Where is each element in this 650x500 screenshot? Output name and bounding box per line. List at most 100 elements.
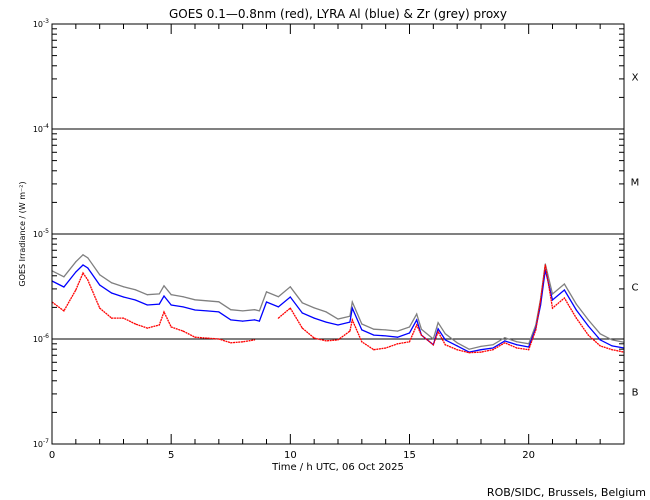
data-point xyxy=(563,283,566,285)
flare-class-label: C xyxy=(632,283,639,294)
data-point xyxy=(416,313,418,315)
data-point xyxy=(163,295,165,297)
data-point xyxy=(599,345,601,347)
data-point xyxy=(194,299,196,301)
data-point xyxy=(253,339,256,341)
data-point xyxy=(432,338,434,340)
data-point xyxy=(337,318,339,320)
data-point xyxy=(325,321,327,323)
data-point xyxy=(480,349,482,351)
data-point xyxy=(218,311,220,313)
y-tick-label: 10-5 xyxy=(33,228,49,239)
data-point xyxy=(82,254,84,256)
data-point xyxy=(396,330,399,332)
data-point xyxy=(337,324,339,326)
data-point xyxy=(265,291,268,293)
data-point xyxy=(539,299,542,301)
data-point xyxy=(301,327,303,329)
data-point xyxy=(75,271,77,273)
data-point xyxy=(563,297,566,299)
data-point xyxy=(480,351,482,353)
data-point xyxy=(492,344,494,346)
data-point xyxy=(242,310,244,312)
data-point xyxy=(437,328,439,330)
data-point xyxy=(504,337,506,339)
data-point xyxy=(99,307,101,309)
data-point xyxy=(122,317,125,319)
data-point xyxy=(163,285,165,287)
data-point xyxy=(373,328,375,330)
data-point xyxy=(110,282,113,284)
data-point xyxy=(599,333,601,335)
data-point xyxy=(122,296,125,298)
y-axis-label: GOES Irradiance / (W m⁻²) xyxy=(18,181,27,286)
data-point xyxy=(265,301,268,303)
data-point xyxy=(551,293,554,295)
data-point xyxy=(396,343,399,345)
data-point xyxy=(408,332,411,334)
y-tick-label: 10-3 xyxy=(33,18,49,29)
data-point xyxy=(63,286,65,288)
data-point xyxy=(170,304,172,306)
data-point xyxy=(158,324,160,326)
data-point xyxy=(361,329,363,331)
x-tick-label: 10 xyxy=(284,450,297,461)
data-point xyxy=(432,344,434,346)
data-point xyxy=(551,307,554,309)
data-point xyxy=(444,344,446,346)
data-point xyxy=(99,274,101,276)
data-point xyxy=(396,336,399,338)
data-point xyxy=(408,326,411,328)
data-point xyxy=(535,329,537,331)
flare-class-label: B xyxy=(632,388,639,399)
data-point xyxy=(206,337,208,339)
data-point xyxy=(351,301,353,303)
data-point xyxy=(468,352,470,354)
data-point xyxy=(146,327,148,329)
data-point xyxy=(182,296,184,298)
data-point xyxy=(170,326,172,328)
data-point xyxy=(301,312,303,314)
data-point xyxy=(258,310,260,312)
data-point xyxy=(194,309,196,311)
data-point xyxy=(492,347,494,349)
x-tick-label: 15 xyxy=(403,450,416,461)
data-point xyxy=(289,286,291,288)
data-point xyxy=(170,294,172,296)
data-point xyxy=(575,303,577,305)
data-point xyxy=(587,325,589,327)
x-tick-label: 20 xyxy=(522,450,535,461)
data-point xyxy=(551,299,554,301)
data-point xyxy=(242,320,244,322)
chart-title: GOES 0.1—0.8nm (red), LYRA Al (blue) & Z… xyxy=(169,7,507,21)
data-point xyxy=(242,341,244,343)
series-line-red xyxy=(277,264,625,354)
data-point xyxy=(516,347,518,349)
data-point xyxy=(563,289,566,291)
series-line-red xyxy=(51,271,255,344)
data-point xyxy=(122,286,125,288)
data-point xyxy=(218,338,220,340)
data-point xyxy=(456,349,458,351)
data-point xyxy=(301,302,303,304)
data-point xyxy=(385,347,387,349)
series-line-grey xyxy=(51,253,625,350)
x-tick-label: 5 xyxy=(168,450,174,461)
y-tick-label: 10-6 xyxy=(33,333,49,344)
data-point xyxy=(516,341,518,343)
data-point xyxy=(82,264,84,266)
data-point xyxy=(528,349,530,351)
data-point xyxy=(110,317,113,319)
data-point xyxy=(437,322,439,324)
data-point xyxy=(313,337,315,339)
data-point xyxy=(75,289,77,291)
data-point xyxy=(544,263,546,265)
data-point xyxy=(385,335,387,337)
data-point xyxy=(206,310,208,312)
data-point xyxy=(349,330,351,332)
data-point xyxy=(416,319,418,321)
axis-tick-labels: 0 5 10 15 20 10-3 10-4 10-5 10-6 10-7 X M C B xyxy=(33,18,639,461)
data-point xyxy=(87,257,89,259)
data-point xyxy=(544,264,546,266)
